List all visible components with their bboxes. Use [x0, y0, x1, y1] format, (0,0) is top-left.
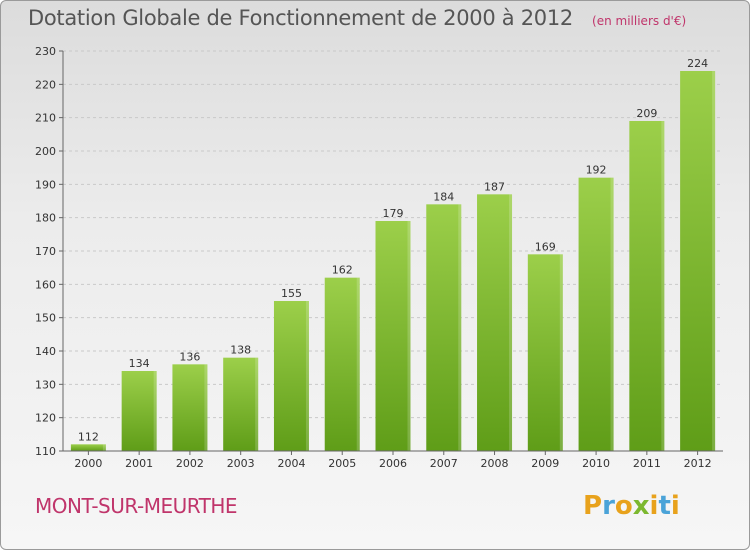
bar	[273, 301, 309, 451]
logo-letter: i	[649, 491, 659, 521]
x-tick-label: 2012	[684, 457, 712, 470]
bar-value-label: 155	[281, 287, 302, 300]
bar-value-label: 192	[586, 164, 607, 177]
bar-value-label: 136	[179, 350, 200, 363]
x-tick-label: 2001	[125, 457, 153, 470]
bar	[324, 277, 360, 451]
bar-value-label: 184	[433, 190, 454, 203]
x-tick-label: 2005	[328, 457, 356, 470]
x-tick-label: 2003	[227, 457, 255, 470]
bar-value-label: 112	[78, 430, 99, 443]
logo-letter: x	[632, 491, 650, 521]
x-tick-label: 2009	[531, 457, 559, 470]
bars-layer	[70, 71, 716, 452]
y-tick-label: 170	[35, 245, 56, 258]
bar-highlight	[204, 364, 208, 451]
bar-value-label: 134	[129, 357, 150, 370]
logo-letter: o	[614, 491, 633, 521]
y-tick-label: 140	[35, 345, 56, 358]
bar-highlight	[458, 204, 462, 451]
x-tick-label: 2000	[74, 457, 102, 470]
bar-value-label: 224	[687, 57, 708, 70]
logo-letter: P	[583, 491, 603, 521]
bar-highlight	[153, 371, 157, 451]
bar-value-label: 187	[484, 180, 505, 193]
y-tick-label: 160	[35, 278, 56, 291]
bar-value-label: 209	[636, 107, 657, 120]
bar-highlight	[610, 177, 614, 451]
proxiti-logo: Proxiti	[583, 491, 680, 521]
y-tick-label: 110	[35, 445, 56, 458]
logo-letter: r	[602, 491, 615, 521]
bar-value-label: 138	[230, 344, 251, 357]
bar	[172, 364, 208, 451]
x-tick-label: 2004	[277, 457, 305, 470]
bar-highlight	[356, 277, 360, 451]
y-tick-label: 200	[35, 145, 56, 158]
bar-highlight	[559, 254, 563, 451]
bar-value-label: 162	[332, 264, 353, 277]
y-tick-label: 220	[35, 78, 56, 91]
y-tick-label: 130	[35, 378, 56, 391]
bar	[223, 357, 259, 451]
x-tick-label: 2006	[379, 457, 407, 470]
y-tick-label: 190	[35, 178, 56, 191]
logo-letter: i	[670, 491, 680, 521]
y-tick-label: 210	[35, 112, 56, 125]
bar	[121, 371, 157, 451]
bar-highlight	[661, 121, 665, 451]
x-axis: 2000 2001 2002 2003 2004 2005 2006 2007 2008 2009…	[63, 450, 723, 470]
bar	[629, 121, 665, 451]
bar-highlight	[509, 194, 513, 452]
y-tick-label: 230	[35, 45, 56, 58]
bar-highlight	[255, 357, 259, 451]
labels-layer: 112 134 136 138 155 162 179 184 187 169 192 209 224	[78, 57, 708, 443]
x-tick-label: 2002	[176, 457, 204, 470]
bar	[375, 221, 411, 451]
x-tick-label: 2007	[430, 457, 458, 470]
x-tick-label: 2008	[481, 457, 509, 470]
y-tick-label: 120	[35, 412, 56, 425]
bar	[426, 204, 462, 451]
bar-highlight	[712, 71, 716, 451]
bar-highlight	[102, 444, 106, 451]
bar	[578, 177, 614, 451]
bar	[70, 444, 106, 451]
bar-value-label: 179	[383, 207, 404, 220]
chart-subtitle: (en milliers d'€)	[592, 14, 687, 28]
bar-highlight	[305, 301, 309, 451]
city-name: MONT-SUR-MEURTHE	[35, 494, 238, 518]
bar-highlight	[407, 221, 411, 451]
y-tick-label: 180	[35, 212, 56, 225]
bar-value-label: 169	[535, 240, 556, 253]
x-tick-label: 2010	[582, 457, 610, 470]
logo-letter: t	[658, 491, 671, 521]
title-row: Dotation Globale de Fonctionnement de 20…	[28, 6, 686, 30]
bar	[680, 71, 716, 451]
y-axis: 110 120 130 140 150 160 170 180 190 200 210 220 230	[35, 45, 64, 458]
chart-title: Dotation Globale de Fonctionnement de 20…	[28, 6, 573, 30]
bar	[477, 194, 513, 452]
bar	[527, 254, 563, 451]
x-tick-label: 2011	[633, 457, 661, 470]
y-tick-label: 150	[35, 312, 56, 325]
